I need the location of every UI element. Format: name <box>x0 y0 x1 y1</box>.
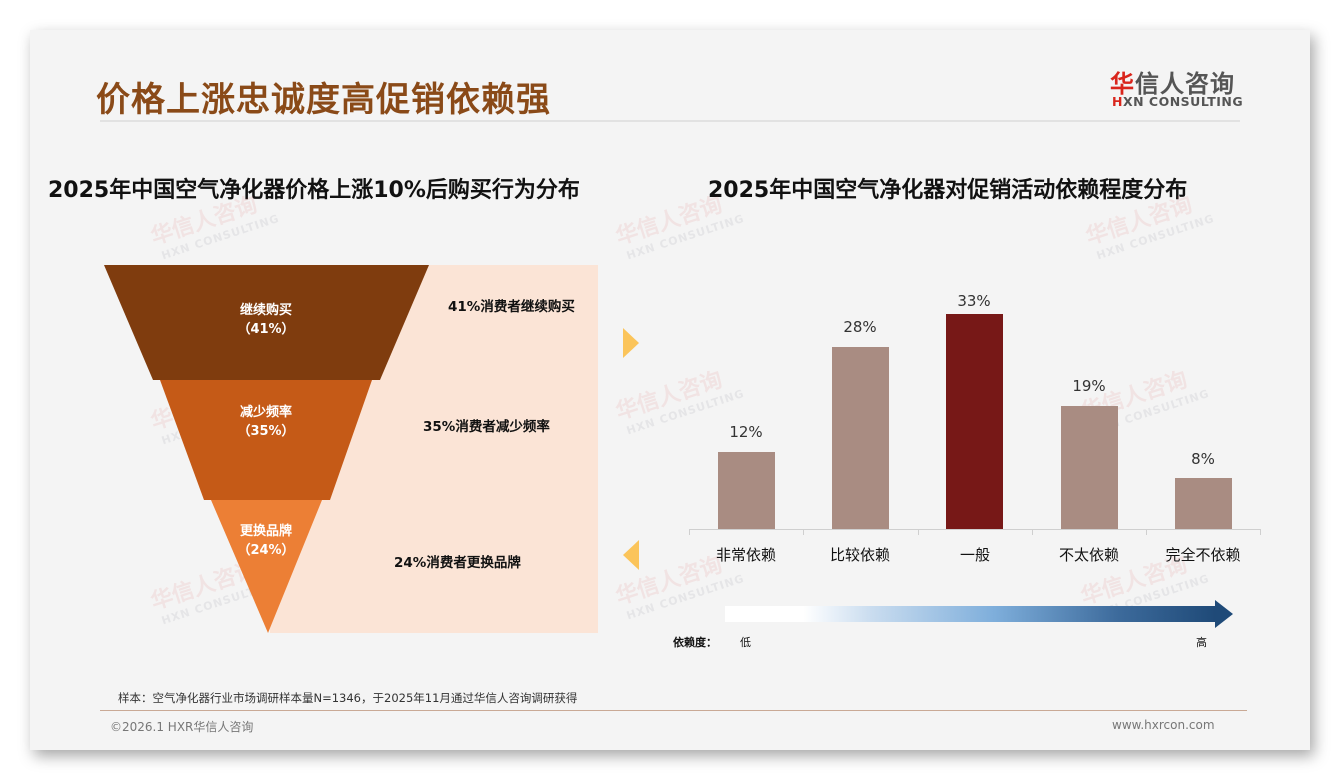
funnel-band-1 <box>104 265 429 380</box>
bar-not-dependent <box>1175 478 1232 529</box>
logo-en-highlight: H <box>1112 94 1123 109</box>
category-label: 一般 <box>959 546 990 564</box>
logo-en: HXN CONSULTING <box>1112 94 1243 109</box>
funnel-band-3-desc: 24%消费者更换品牌 <box>394 555 521 571</box>
axis-tick <box>803 529 804 535</box>
page-title: 价格上涨忠诚度高促销依赖强 <box>96 80 551 120</box>
sample-note: 样本：空气净化器行业市场调研样本量N=1346，于2025年11月通过华信人咨询… <box>118 691 578 705</box>
axis-tick <box>918 529 919 535</box>
logo-en-text: XN CONSULTING <box>1122 94 1244 109</box>
dependency-scale-label: 依赖度： <box>673 636 717 649</box>
category-label: 完全不依赖 <box>1165 546 1241 564</box>
funnel-band-2-desc: 35%消费者减少频率 <box>423 419 550 435</box>
axis-tick <box>689 529 690 535</box>
bar-neutral <box>946 314 1003 529</box>
category-label: 不太依赖 <box>1058 546 1119 564</box>
axis-tick <box>1032 529 1033 535</box>
dependency-high-label: 高 <box>1196 636 1207 649</box>
bar-value-label: 33% <box>957 292 991 310</box>
website-link[interactable]: www.hxrcon.com <box>1112 718 1215 732</box>
funnel-band-3 <box>211 500 322 633</box>
funnel-band-1-label: 继续购买 （41%） <box>237 303 295 337</box>
logo-cn-highlight: 华 <box>1110 70 1135 98</box>
left-chart-title: 2025年中国空气净化器价格上涨10%后购买行为分布 <box>48 178 580 203</box>
bar-value-label: 8% <box>1191 450 1215 468</box>
logo-cn: 华信人咨询 <box>1110 64 1235 99</box>
bar-value-label: 19% <box>1072 377 1106 395</box>
bar-value-label: 28% <box>843 318 877 336</box>
logo-cn-text: 信人咨询 <box>1135 70 1235 98</box>
footer-divider <box>100 710 1247 711</box>
funnel-band-1-desc: 41%消费者继续购买 <box>448 299 575 315</box>
bar-fairly-dependent <box>832 347 889 529</box>
bar-very-dependent <box>718 452 775 529</box>
bar-value-label: 12% <box>729 423 763 441</box>
funnel-band-2-label: 减少频率 （35%） <box>237 405 295 439</box>
funnel-band-2 <box>160 380 372 500</box>
right-chart-title: 2025年中国空气净化器对促销活动依赖程度分布 <box>708 178 1188 203</box>
funnel-band-3-label: 更换品牌 （24%） <box>237 524 295 558</box>
axis-tick <box>1146 529 1147 535</box>
title-divider <box>100 120 1240 122</box>
funnel-chart <box>104 265 429 633</box>
dependency-low-label: 低 <box>740 636 751 649</box>
category-label: 非常依赖 <box>715 546 776 564</box>
copyright: ©2026.1 HXR华信人咨询 <box>110 720 254 734</box>
category-label: 比较依赖 <box>829 546 890 564</box>
bar-not-very-dependent <box>1061 406 1118 529</box>
arrow-left-icon <box>623 540 639 570</box>
slide: 价格上涨忠诚度高促销依赖强 华信人咨询 HXN CONSULTING 2025年… <box>30 30 1310 750</box>
dependency-gradient-bar <box>725 606 1215 622</box>
x-axis <box>689 529 1261 530</box>
arrow-right-icon <box>623 328 639 358</box>
arrow-head-icon <box>1215 600 1233 628</box>
axis-tick <box>1260 529 1261 535</box>
